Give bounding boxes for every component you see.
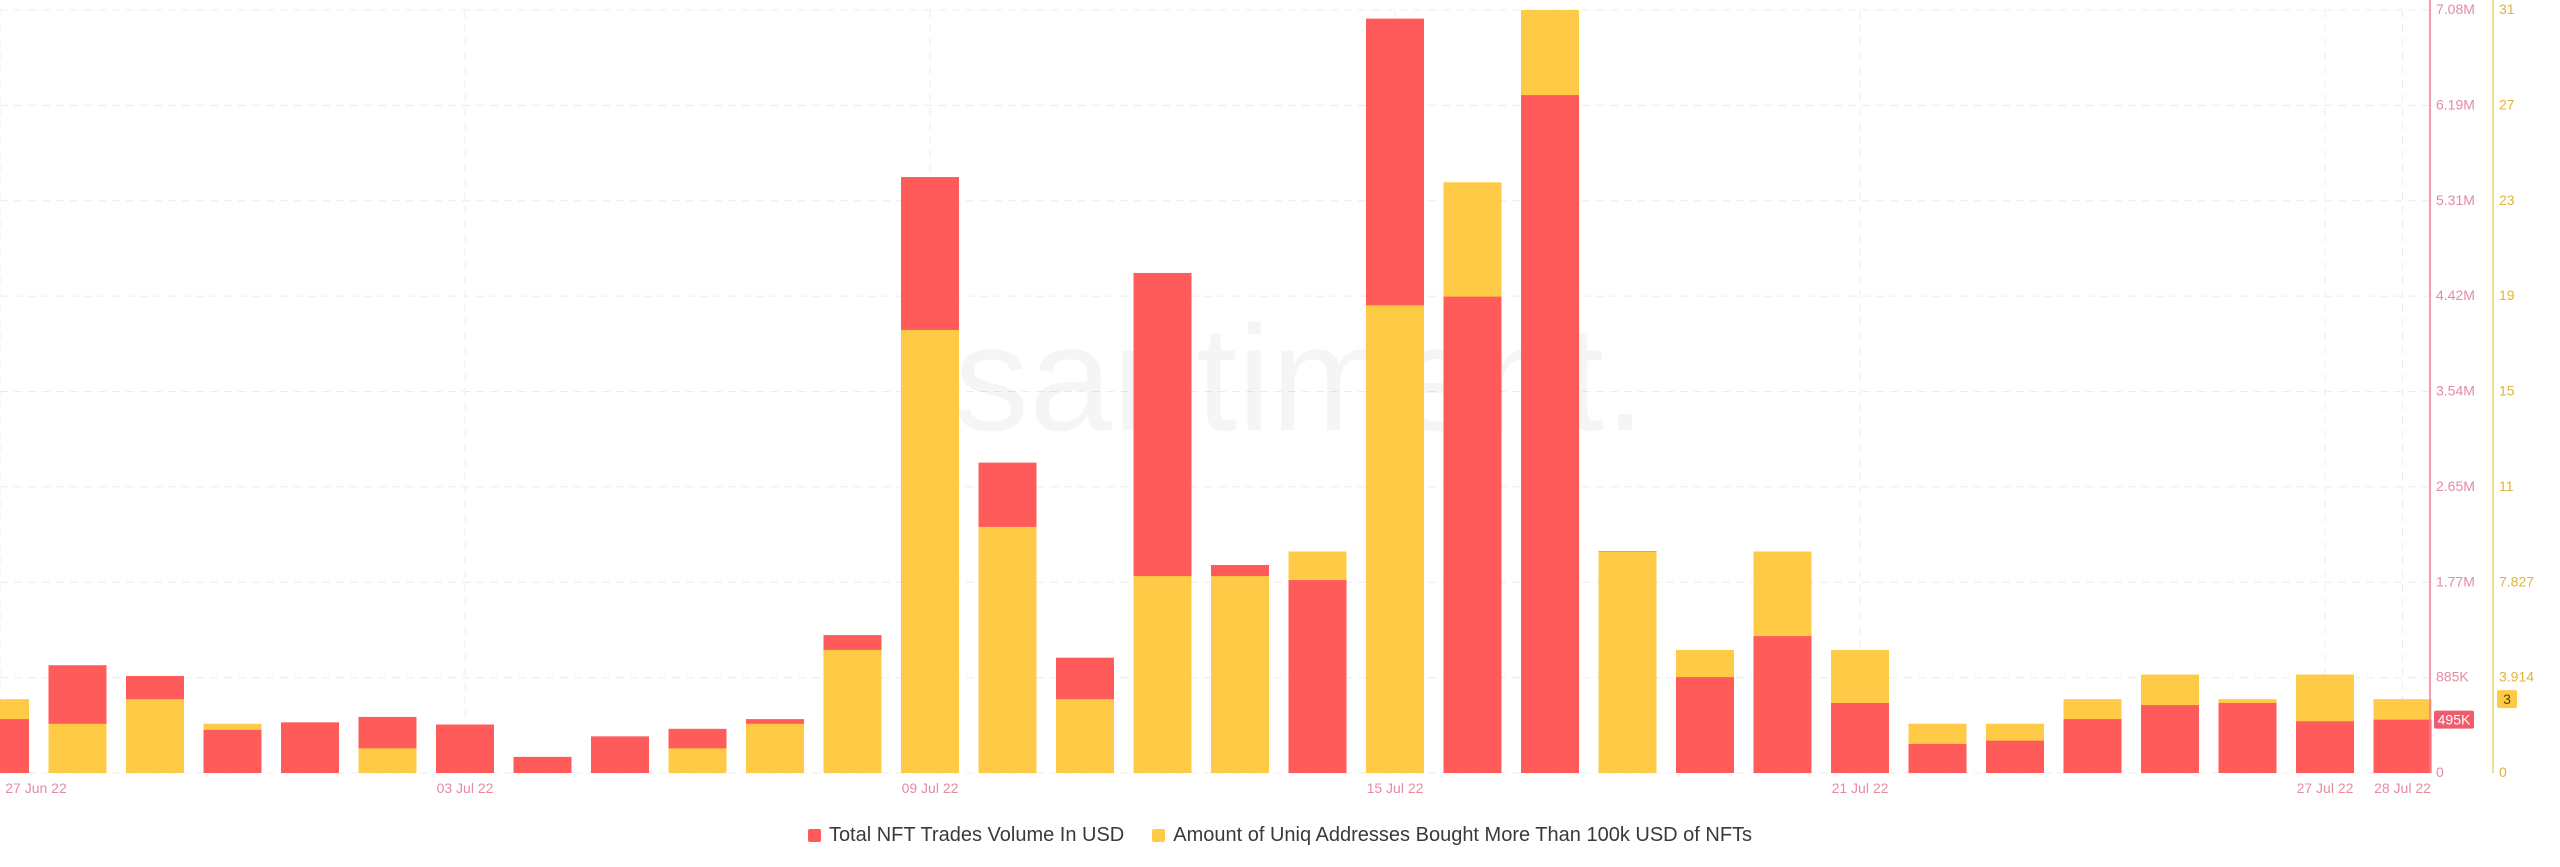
y-left-tick-label: 5.31M [2436,192,2475,208]
legend-swatch-volume [807,829,821,842]
y-right-tick-label: 15 [2499,383,2515,399]
bar-addresses [978,526,1037,773]
y-left-tick-label: 0 [2436,764,2444,780]
bar-volume [591,736,649,773]
last-value-left-text: 495K [2438,712,2471,728]
bar-volume [281,722,339,773]
bar-addresses [1056,699,1114,773]
bar-addresses [1211,576,1269,773]
bar-addresses [746,723,804,773]
y-right-tick-label: 11 [2499,478,2514,494]
bar-volume [1443,296,1502,773]
bar-addresses [358,748,417,773]
bar-volume [436,724,494,773]
y-left-tick-label: 2.65M [2436,478,2475,494]
y-left-tick-label: 7.08M [2436,1,2475,17]
legend-item-addresses[interactable]: Amount of Uniq Addresses Bought More Tha… [1152,824,1752,847]
bar-addresses [901,329,959,773]
y-left-tick-label: 1.77M [2436,573,2475,589]
bar-volume [1831,702,1889,773]
y-left-tick-label: 3.54M [2436,383,2475,399]
last-value-right-text: 3 [2503,691,2511,707]
bar-volume [1986,740,2044,773]
bar-volume [203,729,262,773]
x-tick-label: 03 Jul 22 [437,780,494,796]
y-right-tick-label: 31 [2499,1,2515,17]
bar-addresses [823,649,882,773]
x-tick-label: 09 Jul 22 [902,780,959,796]
legend-item-volume[interactable]: Total NFT Trades Volume In USD [807,824,1125,847]
bar-volume [1908,743,1967,773]
x-tick-label: 27 Jun 22 [5,780,67,796]
bar-volume [2218,702,2277,773]
bar-addresses [1366,305,1424,773]
legend-swatch-addresses [1152,829,1166,842]
y-left-tick-label: 4.42M [2436,287,2475,303]
y-right-tick-label: 23 [2499,192,2515,208]
x-tick-label: 27 Jul 22 [2297,780,2354,796]
legend-label-volume: Total NFT Trades Volume In USD [828,824,1125,846]
bar-volume [1288,580,1347,773]
bar-volume [2296,721,2354,773]
x-tick-label: 28 Jul 22 [2374,780,2431,796]
bar-volume [513,756,572,773]
bar-addresses [126,699,184,773]
last-value-left-badge [2434,710,2474,729]
bar-addresses [48,723,107,773]
legend-label-addresses: Amount of Uniq Addresses Bought More Tha… [1173,824,1753,846]
x-tick-label: 21 Jul 22 [1832,780,1889,796]
bar-addresses [668,748,727,773]
y-left-tick-label: 6.19M [2436,96,2475,112]
y-right-tick-label: 7.827 [2499,573,2534,589]
bars [0,10,2432,774]
bar-volume [2141,705,2199,773]
axes: 0 885K 1.77M 2.65M 3.54M 4.42M 5.31M 6.19M 7.08M… [5,0,2534,796]
y-left-tick-label: 885K [2436,669,2469,685]
legend: Total NFT Trades Volume In USD Amount of… [0,824,2560,847]
y-right-tick-label: 19 [2499,287,2515,303]
bar-volume [2063,719,2122,773]
bar-volume [0,719,29,773]
x-tick-label: 15 Jul 22 [1367,780,1424,796]
last-value-right-badge [2497,690,2517,709]
bar-volume [2373,719,2432,773]
bar-addresses [1598,551,1657,773]
bar-volume [1676,677,1734,773]
y-right-tick-label: 0 [2499,764,2507,780]
y-right-tick-label: 3.914 [2499,669,2534,685]
y-right-tick-label: 27 [2499,96,2515,112]
bar-volume [1521,95,1579,773]
bar-volume [1753,636,1812,773]
bar-addresses [1133,576,1192,773]
